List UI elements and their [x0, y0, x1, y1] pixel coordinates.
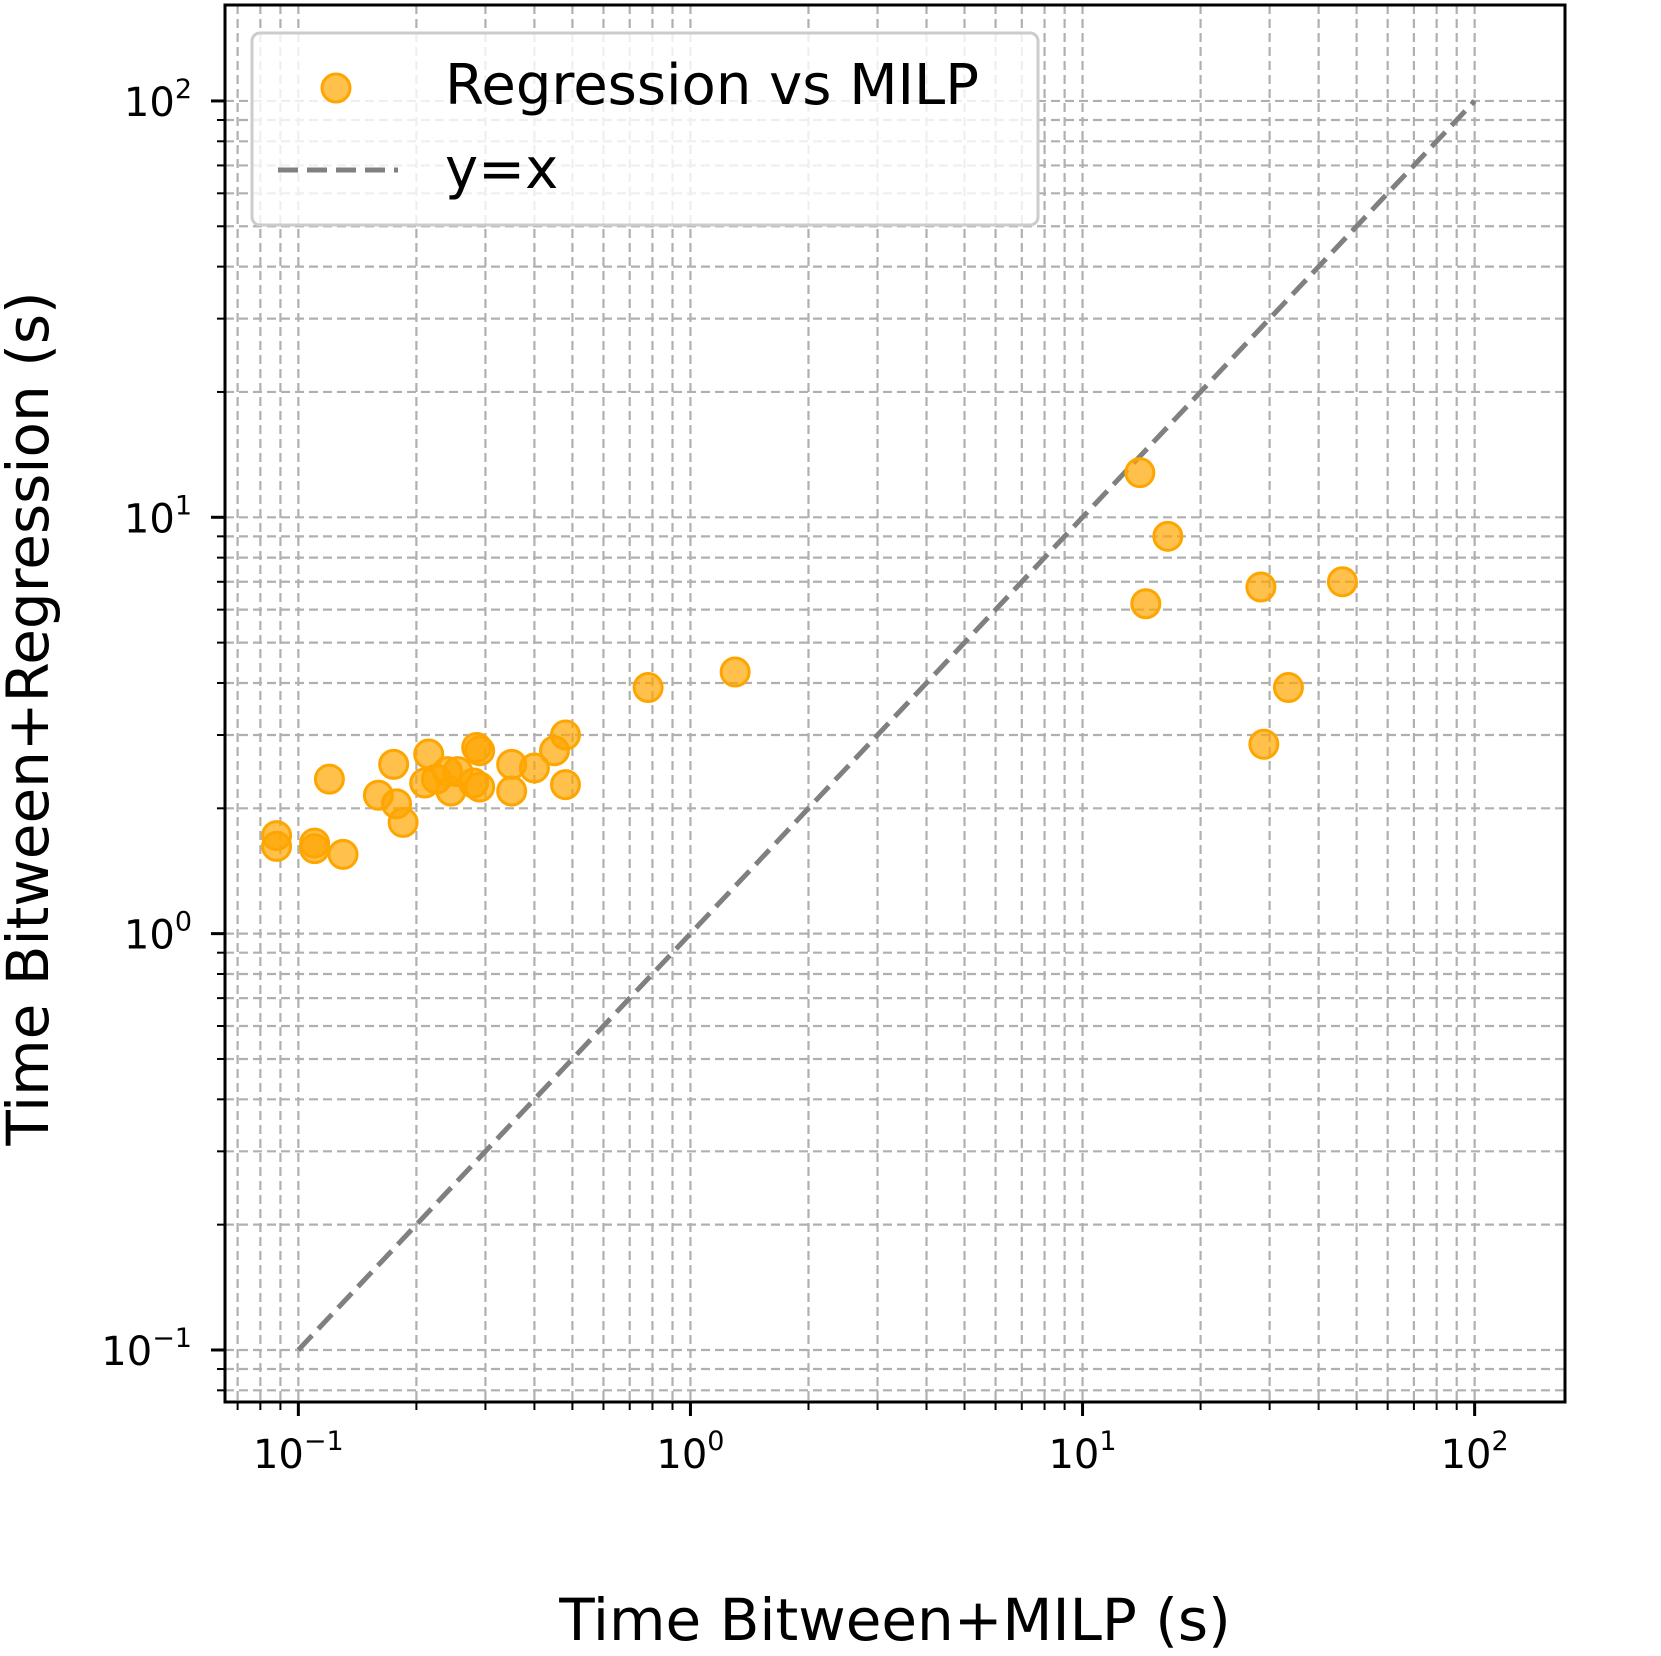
x-tick-label: 102: [1441, 1426, 1509, 1478]
scatter-point: [549, 719, 581, 751]
scatter-point: [378, 748, 410, 780]
x-tick-label: 100: [656, 1426, 724, 1478]
y-tick-label-base: 10: [124, 913, 175, 959]
scatter-point: [1130, 588, 1162, 620]
scatter-point: [1152, 520, 1184, 552]
y-tick-label: 101: [124, 490, 192, 542]
reference-line-layer: [296, 99, 1477, 1352]
scatter-point: [632, 672, 664, 704]
y-tick-label-exponent: −1: [152, 1323, 192, 1354]
x-tick-label-base: 10: [1441, 1432, 1492, 1478]
y-tick-label: 100: [124, 907, 192, 959]
scatter-point: [464, 771, 496, 803]
scatter-point: [299, 833, 331, 865]
legend-label-line: y=x: [445, 137, 558, 202]
scatter-point: [1124, 457, 1156, 489]
scatter-point: [496, 775, 528, 807]
y-axis-label: Time Bitween+Regression (s): [0, 291, 62, 1146]
scatter-point: [387, 806, 419, 838]
x-tick-label-base: 10: [253, 1432, 304, 1478]
x-tick-label-exponent: 1: [1099, 1426, 1116, 1457]
x-axis-label: Time Bitween+MILP (s): [558, 1586, 1231, 1654]
scatter-point: [464, 735, 496, 767]
y-tick-label-exponent: 2: [175, 74, 192, 105]
x-tick-label-exponent: −1: [304, 1426, 344, 1457]
grid: [225, 5, 1565, 1402]
x-tick-label: 10−1: [253, 1426, 344, 1478]
axis-ticks: [211, 99, 1477, 1416]
y-tick-label-base: 10: [124, 496, 175, 542]
y-tick-label-base: 10: [101, 1329, 152, 1375]
reference-line-y-equals-x: [296, 99, 1477, 1352]
y-tick-label-exponent: 1: [175, 490, 192, 521]
legend-scatter-marker: [320, 72, 352, 104]
legend-box: [250, 31, 1040, 227]
scatter-point: [719, 656, 751, 688]
legend-label-scatter: Regression vs MILP: [445, 53, 979, 118]
x-tick-label-exponent: 0: [707, 1426, 724, 1457]
scatter-point: [1326, 566, 1358, 598]
x-tick-label: 101: [1048, 1426, 1116, 1478]
scatter-point: [327, 838, 359, 870]
scatter-point: [261, 830, 293, 862]
legend: Regression vs MILP y=x: [250, 31, 1040, 227]
x-tick-label-base: 10: [656, 1432, 707, 1478]
scatter-point: [313, 763, 345, 795]
plot-frame: [223, 3, 1567, 1404]
y-tick-label-exponent: 0: [175, 907, 192, 938]
y-tick-label: 102: [124, 74, 192, 126]
y-tick-label: 10−1: [101, 1323, 192, 1375]
scatter-point: [549, 769, 581, 801]
x-tick-label-exponent: 2: [1492, 1426, 1509, 1457]
scatter-point: [518, 752, 550, 784]
scatter-points: [261, 457, 1358, 870]
x-tick-label-base: 10: [1048, 1432, 1099, 1478]
scatter-point: [1272, 672, 1304, 704]
y-tick-label-base: 10: [124, 80, 175, 126]
scatter-point: [1245, 571, 1277, 603]
scatter-point: [1248, 728, 1280, 760]
